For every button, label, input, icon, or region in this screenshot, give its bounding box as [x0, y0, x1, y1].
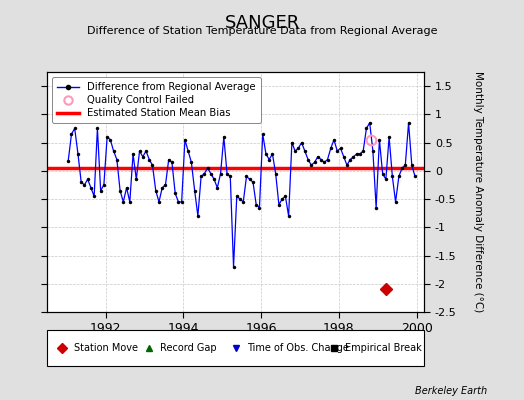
- Text: Station Move: Station Move: [73, 343, 138, 353]
- Legend: Difference from Regional Average, Quality Control Failed, Estimated Station Mean: Difference from Regional Average, Qualit…: [52, 77, 261, 123]
- Text: SANGER: SANGER: [224, 14, 300, 32]
- Text: Time of Obs. Change: Time of Obs. Change: [247, 343, 349, 353]
- Y-axis label: Monthly Temperature Anomaly Difference (°C): Monthly Temperature Anomaly Difference (…: [473, 71, 483, 313]
- Text: Berkeley Earth: Berkeley Earth: [415, 386, 487, 396]
- Text: Empirical Break: Empirical Break: [345, 343, 422, 353]
- Text: Difference of Station Temperature Data from Regional Average: Difference of Station Temperature Data f…: [87, 26, 437, 36]
- FancyBboxPatch shape: [47, 330, 424, 366]
- Text: Record Gap: Record Gap: [160, 343, 217, 353]
